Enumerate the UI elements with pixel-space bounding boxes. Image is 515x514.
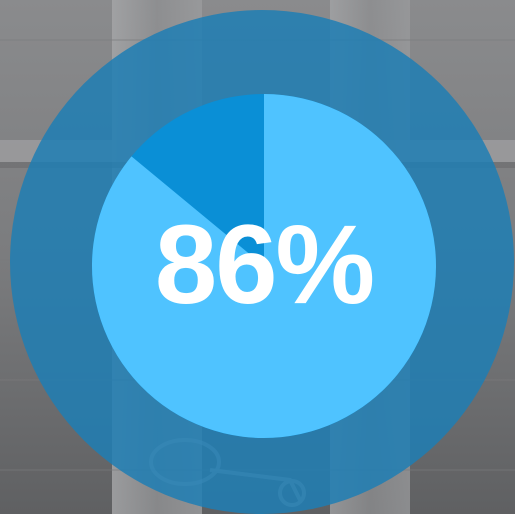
progress-percentage: 86% [154, 202, 375, 327]
filled-portion [91, 94, 436, 438]
